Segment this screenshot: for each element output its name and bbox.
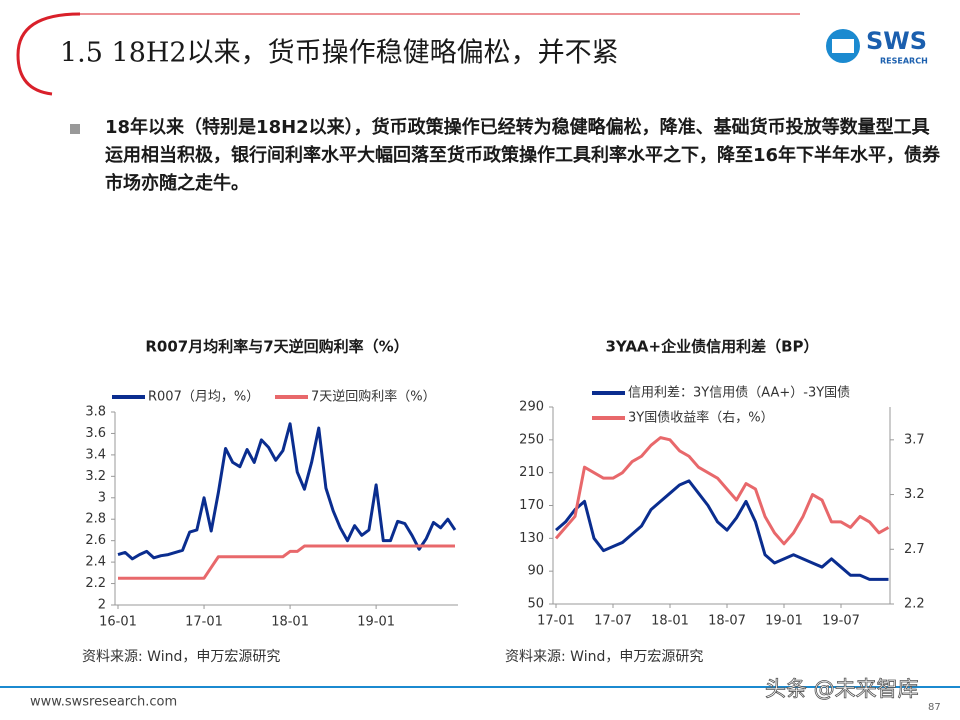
bullet-marker bbox=[70, 124, 80, 134]
source-note: 资料来源: Wind，申万宏源研究 bbox=[505, 649, 703, 665]
y-tick-label: 3 bbox=[98, 490, 106, 505]
series-line bbox=[555, 479, 889, 581]
series-line bbox=[117, 422, 457, 561]
y2-tick-label: 2.2 bbox=[904, 597, 925, 612]
chart-title: 3YAA+企业债信用利差（BP） bbox=[605, 338, 818, 356]
x-tick-label: 16-01 bbox=[99, 615, 137, 630]
y-tick-label: 3.8 bbox=[85, 405, 106, 420]
header-frame bbox=[16, 12, 81, 96]
y-tick-label: 170 bbox=[519, 498, 544, 513]
legend-label: 7天逆回购利率（%） bbox=[311, 389, 436, 405]
x-tick-label: 19-01 bbox=[357, 615, 395, 630]
y-tick-label: 210 bbox=[519, 465, 544, 480]
y-tick-label: 3.2 bbox=[85, 469, 106, 484]
source-note: 资料来源: Wind，申万宏源研究 bbox=[82, 649, 280, 665]
y-tick-label: 290 bbox=[519, 400, 544, 415]
x-tick-label: 17-07 bbox=[594, 614, 632, 629]
y-tick-label: 50 bbox=[527, 597, 544, 612]
footer-url: www.swsresearch.com bbox=[30, 695, 177, 710]
series-line bbox=[118, 544, 455, 580]
y-tick-label: 3.6 bbox=[85, 426, 106, 441]
y-tick-label: 2.4 bbox=[85, 555, 106, 570]
y-tick-label: 2.8 bbox=[85, 512, 106, 527]
y-tick-label: 250 bbox=[519, 432, 544, 447]
y2-tick-label: 2.7 bbox=[904, 542, 925, 557]
series-line bbox=[554, 436, 890, 546]
x-tick-label: 17-01 bbox=[537, 614, 575, 629]
watermark: 头条 @未来智库 bbox=[765, 677, 919, 701]
y-tick-label: 2.6 bbox=[85, 533, 106, 548]
logo-icon-inner bbox=[832, 39, 854, 53]
chart-title: R007月均利率与7天逆回购利率（%） bbox=[145, 338, 408, 356]
y2-tick-label: 3.2 bbox=[904, 487, 925, 502]
slide-title: 1.5 18H2以来，货币操作稳健略偏松，并不紧 bbox=[60, 38, 619, 69]
y2-tick-label: 3.7 bbox=[904, 432, 925, 447]
y-tick-label: 2.2 bbox=[85, 576, 106, 591]
legend-label: R007（月均，%） bbox=[148, 390, 259, 405]
logo-subtext: RESEARCH bbox=[880, 57, 928, 66]
y-tick-label: 3.4 bbox=[85, 447, 106, 462]
legend-label: 3Y国债收益率（右，%） bbox=[628, 410, 774, 426]
y-tick-label: 2 bbox=[98, 598, 106, 613]
bullet-text: 18年以来（特别是18H2以来），货币政策操作已经转为稳健略偏松，降准、基础货币… bbox=[105, 117, 941, 194]
x-tick-label: 18-01 bbox=[651, 614, 689, 629]
y-tick-label: 130 bbox=[519, 531, 544, 546]
legend-label: 信用利差：3Y信用债（AA+）-3Y国债 bbox=[628, 386, 850, 401]
x-tick-label: 19-07 bbox=[822, 614, 860, 629]
page-number: 87 bbox=[928, 702, 941, 713]
y-tick-label: 90 bbox=[527, 564, 544, 579]
x-tick-label: 17-01 bbox=[185, 615, 223, 630]
x-tick-label: 18-01 bbox=[271, 615, 309, 630]
x-tick-label: 19-01 bbox=[765, 614, 803, 629]
logo-text: SWS bbox=[866, 27, 927, 55]
x-tick-label: 18-07 bbox=[708, 614, 746, 629]
